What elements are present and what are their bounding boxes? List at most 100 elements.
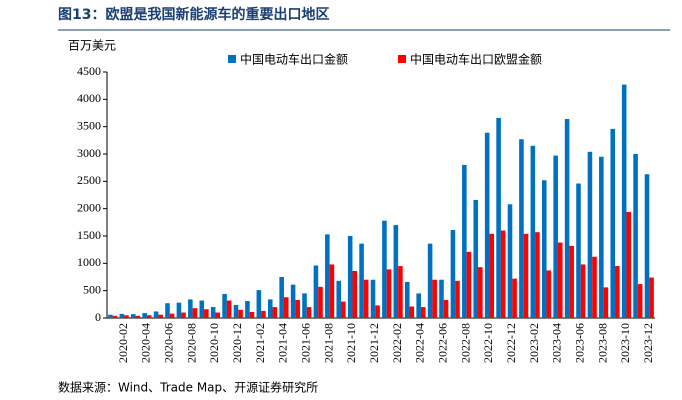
x-tick-label: 2021-12 (367, 323, 381, 363)
y-tick-label: 0 (95, 310, 101, 324)
x-tick-label: 2023-06 (573, 323, 587, 363)
bar (496, 117, 501, 318)
bar (130, 314, 136, 318)
legend-swatch (398, 55, 406, 63)
x-tick-label: 2020-10 (207, 323, 221, 363)
y-tick-label: 3500 (77, 118, 101, 132)
bar (341, 301, 346, 318)
bar (313, 265, 319, 318)
bar (283, 297, 289, 318)
x-tick-label: 2023-10 (618, 323, 632, 363)
y-tick-label: 4000 (77, 91, 101, 105)
bar (592, 256, 597, 318)
x-tick-label: 2020-02 (116, 323, 130, 363)
bar (210, 307, 216, 318)
bar (393, 225, 399, 318)
bar (398, 266, 403, 318)
bar (541, 180, 547, 318)
bar (587, 151, 593, 318)
y-tick-label: 4500 (77, 64, 101, 78)
legend-label: 中国电动车出口欧盟金额 (410, 52, 542, 67)
bar (382, 220, 387, 318)
bar (553, 155, 558, 318)
bar (112, 315, 118, 318)
x-tick-label: 2021-10 (344, 323, 358, 363)
bar (306, 307, 312, 318)
bar (165, 303, 170, 318)
bar (489, 233, 495, 318)
y-axis-label: 百万美元 (68, 39, 116, 53)
y-tick-label: 1000 (77, 255, 101, 269)
bar (176, 302, 182, 318)
bar (603, 287, 609, 318)
x-tick-label: 2023-04 (550, 323, 564, 363)
bar (484, 132, 490, 318)
bar (290, 284, 296, 318)
bar (427, 243, 433, 318)
bar (439, 279, 444, 318)
bar (610, 128, 616, 318)
bar (363, 279, 369, 318)
bar (295, 299, 300, 318)
bar (512, 278, 517, 318)
bar (204, 309, 209, 318)
bar (420, 307, 426, 318)
chart-title: 图13：欧盟是我国新能源车的重要出口地区 (58, 6, 329, 23)
bar (557, 242, 563, 318)
bar (124, 315, 129, 318)
bar (580, 264, 586, 318)
bar (249, 311, 255, 318)
bar (135, 315, 141, 318)
bar (199, 300, 205, 318)
x-tick-label: 2022-02 (390, 323, 404, 363)
bar (370, 279, 376, 318)
bar (119, 313, 125, 318)
bar (188, 299, 193, 318)
bar (519, 139, 524, 318)
x-tick-label: 2022-08 (458, 323, 472, 363)
bar (523, 233, 529, 318)
bar (450, 229, 456, 318)
x-tick-label: 2022-04 (413, 323, 427, 363)
bar (626, 211, 632, 318)
bar (386, 269, 392, 318)
x-tick-label: 2023-12 (641, 323, 655, 363)
bar (576, 183, 581, 318)
bar (478, 267, 483, 318)
legend-label: 中国电动车出口金额 (240, 52, 348, 67)
bar (569, 245, 574, 318)
bar (473, 199, 479, 318)
bar (443, 299, 449, 318)
bar (644, 174, 650, 318)
bar (352, 270, 358, 318)
bar (404, 281, 410, 318)
bar (530, 145, 536, 318)
bar (466, 251, 472, 318)
bar (336, 280, 342, 318)
y-tick-label: 2500 (77, 173, 101, 187)
bar (535, 232, 540, 318)
bar (267, 299, 273, 318)
bar (222, 293, 227, 318)
x-tick-label: 2021-02 (253, 323, 267, 363)
bar (302, 293, 307, 318)
bar (416, 293, 421, 318)
bar (564, 119, 570, 318)
x-tick-label: 2020-04 (139, 323, 153, 363)
bar (507, 204, 513, 318)
bar (359, 243, 364, 318)
bar (169, 313, 175, 318)
bar (245, 301, 250, 318)
bar (238, 309, 243, 318)
y-tick-label: 2000 (77, 200, 101, 214)
x-tick-label: 2020-08 (184, 323, 198, 363)
bar (108, 314, 113, 318)
bar (633, 154, 638, 318)
bar (272, 307, 278, 318)
bar (621, 84, 627, 318)
x-tick-label: 2023-02 (527, 323, 541, 363)
bar (455, 280, 460, 318)
bar (599, 156, 604, 318)
bar (279, 277, 284, 318)
